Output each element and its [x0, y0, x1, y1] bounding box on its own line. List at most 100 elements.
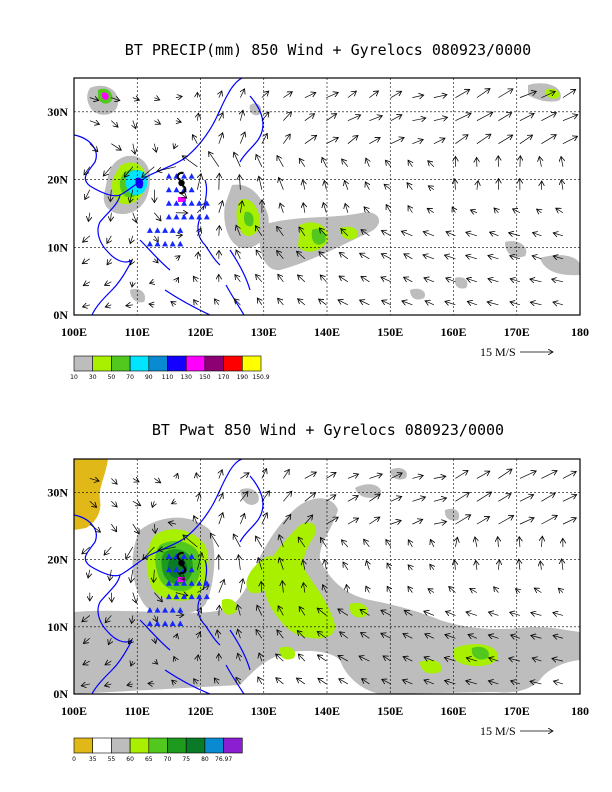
wind-vector — [323, 585, 327, 593]
colorbar-swatch — [129, 355, 150, 372]
colorbar-label: 75 — [182, 756, 190, 763]
wind-vector — [192, 135, 198, 144]
wind-vector — [323, 203, 326, 213]
wind-vector — [154, 524, 155, 533]
gyre-triangle — [162, 240, 169, 247]
wind-vector — [236, 225, 240, 236]
wind-vector — [433, 522, 447, 525]
wind-vector — [277, 630, 284, 639]
wind-vector — [561, 180, 563, 190]
wind-vector — [219, 493, 223, 502]
wind-vector — [317, 655, 327, 662]
x-tick-label: 140E — [314, 704, 340, 718]
gyre-triangle — [165, 186, 172, 193]
wind-vector — [304, 114, 315, 121]
wind-vector — [534, 588, 542, 593]
wind-vector — [236, 250, 240, 259]
wind-vector — [214, 678, 219, 685]
gyre-triangle — [146, 607, 153, 613]
wind-vector — [424, 611, 435, 615]
wind-vector — [428, 186, 434, 190]
wind-vector — [381, 277, 392, 283]
wind-vector — [149, 304, 155, 305]
wind-vector — [476, 517, 490, 525]
wind-vector — [261, 513, 267, 525]
wind-vector — [256, 630, 263, 639]
panel-title: BT Pwat 850 Wind + Gyrelocs 080923/0000 — [152, 421, 504, 439]
wind-vector — [261, 91, 269, 98]
wind-vector — [303, 560, 305, 570]
pwat-panel: BT Pwat 850 Wind + Gyrelocs 080923/0000 — [47, 421, 589, 763]
wind-vector — [107, 258, 111, 265]
wind-vector — [513, 209, 521, 213]
wind-vector — [455, 135, 468, 144]
ref-vector-label: 15 M/S — [480, 345, 516, 359]
wind-vector — [317, 608, 327, 616]
wind-vector — [132, 615, 133, 623]
precip-gyre-triangles — [146, 173, 210, 247]
gyre-triangle — [165, 566, 172, 573]
wind-vector — [562, 518, 576, 525]
wind-vector — [444, 255, 456, 259]
wind-vector — [455, 515, 470, 525]
gyre-triangle — [188, 553, 195, 559]
wind-vector — [552, 279, 564, 282]
x-tick-label: 130E — [251, 325, 277, 339]
wind-vector — [194, 300, 198, 305]
gyre-triangle — [196, 213, 203, 220]
wind-vector — [562, 495, 577, 502]
wind-vector — [143, 546, 155, 559]
wind-vector — [510, 256, 521, 259]
colorbar-swatch — [167, 737, 187, 754]
wind-vector — [255, 226, 263, 236]
wind-vector — [298, 537, 306, 548]
gyre-triangle — [188, 173, 195, 179]
wind-vector — [424, 680, 435, 684]
wind-vector — [381, 230, 392, 237]
wind-vector — [239, 175, 240, 190]
wind-vector — [278, 274, 284, 283]
wind-vector — [172, 680, 176, 684]
wind-vector — [541, 471, 557, 479]
wind-vector — [238, 653, 241, 662]
wind-vector — [532, 658, 542, 661]
wind-vector — [444, 658, 456, 662]
y-tick-label: 10N — [47, 620, 68, 634]
wind-vector — [361, 276, 370, 283]
wind-vector — [261, 112, 269, 121]
wind-vector — [110, 212, 111, 222]
wind-vector — [324, 181, 326, 190]
wind-vector — [476, 471, 490, 479]
wind-vector — [130, 235, 133, 244]
wind-vector — [240, 110, 243, 121]
wind-vector — [283, 134, 290, 144]
precip-grey-areas — [87, 83, 580, 303]
wind-vector — [154, 235, 158, 242]
gyre-triangle — [173, 580, 180, 586]
wind-vector — [488, 635, 499, 638]
wind-vector — [152, 501, 154, 507]
colorbar-swatch — [92, 737, 112, 754]
wind-vector — [142, 166, 155, 178]
wind-vector — [384, 184, 392, 191]
wind-vector — [88, 212, 89, 222]
wind-vector — [214, 299, 218, 306]
gyre-triangle — [173, 593, 180, 600]
wind-vector — [318, 678, 327, 685]
gyre-triangle — [165, 173, 172, 179]
precip-typhoon-symbol — [176, 171, 187, 195]
wind-vector — [452, 207, 455, 213]
wind-vector — [317, 631, 327, 639]
wind-vector — [133, 143, 135, 154]
colorbar-label: 55 — [108, 756, 116, 763]
gyre-triangle — [173, 186, 180, 193]
wind-vector — [541, 493, 555, 502]
wind-vector — [470, 210, 478, 213]
x-tick-label: 170E — [504, 325, 530, 339]
wind-vector — [562, 115, 578, 121]
colorbar-label: 130 — [180, 374, 192, 381]
gyre-triangle — [181, 200, 188, 206]
wind-vector — [361, 633, 370, 639]
wind-vector — [219, 133, 223, 144]
colorbar-label: 35 — [89, 756, 97, 763]
